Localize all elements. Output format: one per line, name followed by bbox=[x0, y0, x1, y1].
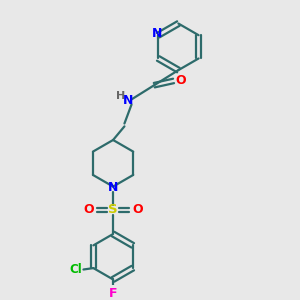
Text: N: N bbox=[152, 27, 162, 40]
Text: O: O bbox=[83, 203, 94, 216]
Text: S: S bbox=[108, 203, 118, 216]
Text: Cl: Cl bbox=[69, 263, 82, 276]
Text: H: H bbox=[116, 91, 125, 101]
Text: O: O bbox=[133, 203, 143, 216]
Text: F: F bbox=[109, 287, 117, 300]
Text: N: N bbox=[123, 94, 133, 107]
Text: N: N bbox=[108, 181, 118, 194]
Text: O: O bbox=[176, 74, 186, 87]
